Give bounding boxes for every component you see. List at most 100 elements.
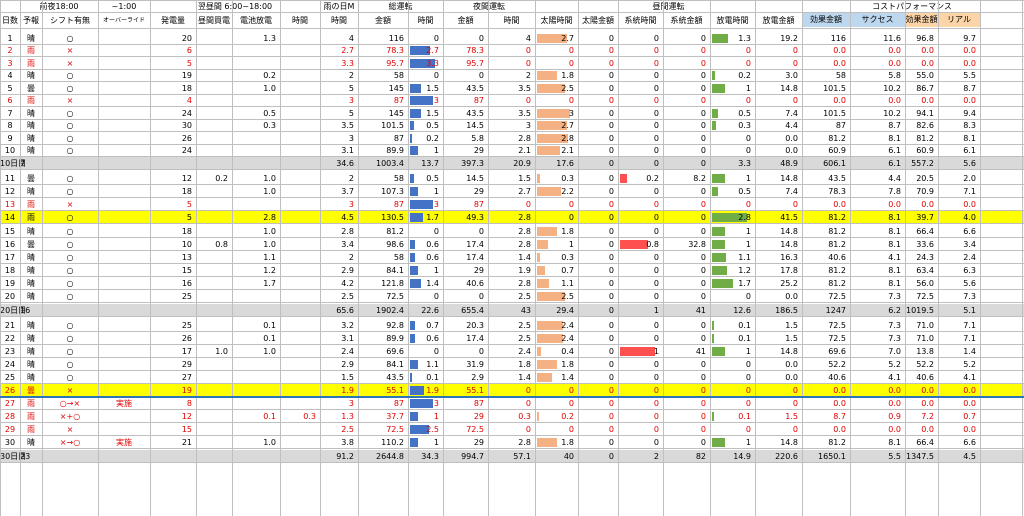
cell-サクセス: 0.0 [888, 96, 901, 105]
cell-時間: 2.5 [518, 292, 531, 301]
cell-金額: 72.5 [466, 425, 484, 434]
cell-時間: 3 [433, 399, 439, 408]
cell-金額: 0 [478, 34, 484, 43]
cell-金額: 49.3 [466, 213, 484, 222]
cell-系統時間: 0 [653, 134, 659, 143]
cell-効果金額: 81.2 [828, 227, 846, 236]
grid-line [0, 94, 1024, 95]
cell-太陽時間: 0 [568, 386, 574, 395]
cell-効果金額: 96.8 [916, 34, 934, 43]
grid-line [488, 0, 489, 516]
value-bar [712, 347, 725, 356]
cell-放電金額: 14.8 [780, 240, 798, 249]
cell-日数: 24 [4, 360, 16, 369]
cell-効果金額: 81.2 [916, 134, 934, 143]
cell-シフト有無: × [66, 425, 74, 434]
cell-系統時間: 0 [653, 438, 659, 447]
cell-太陽時間: 2.5 [561, 292, 574, 301]
cell-リアル: 0.0 [963, 59, 976, 68]
cell-系統金額: 0 [700, 227, 706, 236]
cell-系統時間: 0.2 [646, 174, 659, 183]
cell-太陽時間: 0.3 [561, 253, 574, 262]
cell-系統金額: 0 [700, 46, 706, 55]
grid-line [0, 237, 1024, 238]
value-bar [620, 240, 648, 249]
cell-電池放電: 0.3 [263, 121, 276, 130]
cell-予報: 晴 [27, 34, 35, 43]
cell-放電金額: 7.4 [785, 109, 798, 118]
cell-金額: 78.3 [466, 46, 484, 55]
cell-放電時間: 0 [745, 96, 751, 105]
cell-リアル: 2.4 [963, 253, 976, 262]
cell-時間: 1.4 [518, 253, 531, 262]
grid-line [0, 462, 1024, 463]
cell-効果金額: 7.2 [921, 412, 934, 421]
cell-系統時間: 0 [653, 213, 659, 222]
cell-時間: 0 [525, 46, 531, 55]
cell-予報: 晴 [27, 438, 35, 447]
cell-太陽金額: 0 [608, 121, 614, 130]
grid-line [802, 0, 803, 516]
value-bar [537, 71, 557, 80]
cell-オーバーライド: 実施 [116, 438, 132, 447]
cell-系統金額: 32.8 [688, 240, 706, 249]
cell-系統時間: 0 [653, 227, 659, 236]
cell-効果金額: 39.7 [916, 213, 934, 222]
cell-サクセス: 8.1 [888, 266, 901, 275]
cell-時間: 0.3 [518, 412, 531, 421]
grid-line [358, 0, 359, 516]
value-bar [537, 321, 564, 330]
cell-金額: 110.2 [381, 438, 404, 447]
cell-放電金額: 1.5 [785, 412, 798, 421]
cell-太陽金額: 0 [608, 200, 614, 209]
cell-時間: 2 [348, 71, 354, 80]
cell-系統金額: 0 [700, 321, 706, 330]
value-bar [537, 34, 567, 43]
value-bar [537, 347, 542, 356]
cell-時間: 0 [525, 96, 531, 105]
cell-効果金額: 0.0 [833, 386, 846, 395]
cell-金額: 121.8 [381, 279, 404, 288]
value-bar [410, 438, 418, 447]
cell-サクセス: 0.0 [888, 200, 901, 209]
cell-系統時間: 0 [653, 159, 659, 168]
cell-シフト有無: ○ [66, 292, 74, 301]
cell-効果金額: 0.0 [833, 425, 846, 434]
grid-line [0, 56, 1024, 57]
header-group-label: 総運転 [388, 2, 413, 11]
cell-日数: 5 [7, 84, 13, 93]
cell-時間: 4 [348, 34, 354, 43]
cell-時間: 0.5 [426, 174, 439, 183]
cell-シフト有無: ○ [66, 71, 74, 80]
cell-放電金額: 14.8 [780, 347, 798, 356]
cell-金額: 87 [473, 399, 484, 408]
cell-金額: 5.8 [471, 134, 484, 143]
cell-金額: 2.9 [471, 373, 484, 382]
value-bar [537, 360, 557, 369]
header-column-label: 電池放電 [240, 16, 272, 25]
cell-系統金額: 82 [695, 452, 706, 461]
cell-放電時間: 0.1 [738, 334, 751, 343]
cell-時間: 2.8 [341, 227, 354, 236]
grid-line [0, 263, 1024, 264]
cell-効果金額: 72.5 [916, 292, 934, 301]
value-bar [712, 34, 729, 43]
cell-リアル: 6.6 [963, 227, 976, 236]
cell-シフト有無: × [66, 46, 74, 55]
value-bar [410, 84, 422, 93]
cell-発電量: 15 [181, 425, 192, 434]
value-bar [410, 266, 418, 275]
cell-太陽金額: 0 [608, 96, 614, 105]
cell-サクセス: 8.1 [888, 134, 901, 143]
cell-サクセス: 7.3 [888, 292, 901, 301]
cell-発電量: 25 [181, 292, 192, 301]
cell-金額: 43.5 [466, 109, 484, 118]
cell-リアル: 5.5 [963, 71, 976, 80]
cell-放電金額: 19.2 [780, 34, 798, 43]
cell-シフト有無: ○ [66, 266, 74, 275]
grid-line [42, 0, 43, 516]
cell-金額: 2644.8 [376, 452, 404, 461]
cell-系統金額: 0 [700, 187, 706, 196]
cell-日数: 8 [7, 121, 13, 130]
cell-予報: 晴 [27, 334, 35, 343]
